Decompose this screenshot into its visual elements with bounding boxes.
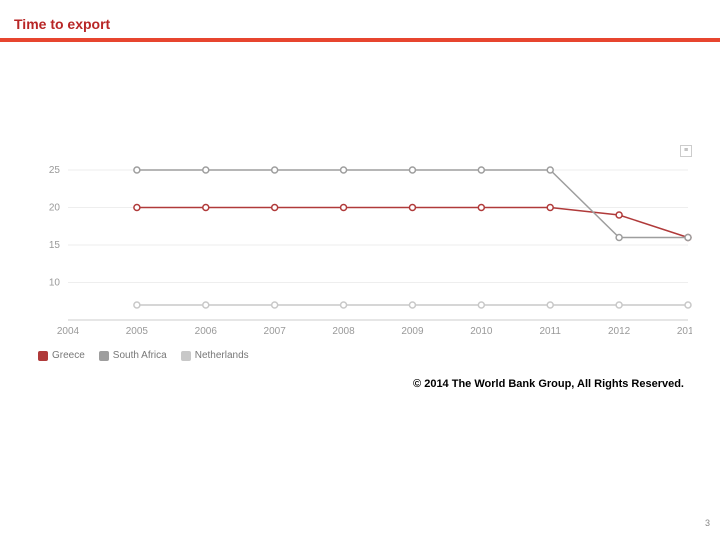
series-marker bbox=[272, 167, 278, 173]
svg-text:2005: 2005 bbox=[126, 326, 149, 337]
series-marker bbox=[272, 205, 278, 211]
series-marker bbox=[547, 167, 553, 173]
legend-item: Greece bbox=[38, 350, 85, 361]
svg-text:2004: 2004 bbox=[57, 326, 80, 337]
series-marker bbox=[616, 212, 622, 218]
legend-label: South Africa bbox=[113, 350, 167, 361]
chart-options-icon[interactable]: ≡ bbox=[680, 145, 692, 157]
legend-swatch bbox=[38, 351, 48, 361]
series-marker bbox=[134, 205, 140, 211]
svg-text:2006: 2006 bbox=[195, 326, 218, 337]
legend-label: Greece bbox=[52, 350, 85, 361]
series-marker bbox=[203, 167, 209, 173]
svg-text:2009: 2009 bbox=[401, 326, 424, 337]
series-marker bbox=[478, 205, 484, 211]
svg-text:10: 10 bbox=[49, 278, 61, 289]
svg-text:25: 25 bbox=[49, 165, 61, 176]
page-title: Time to export bbox=[14, 16, 720, 32]
copyright-text: © 2014 The World Bank Group, All Rights … bbox=[413, 378, 684, 390]
series-marker bbox=[547, 302, 553, 308]
series-marker bbox=[478, 302, 484, 308]
series-line bbox=[137, 208, 688, 238]
chart-area: ≡ 10 15 20 25 2004 2005 2006 2007 2008 2009 2010 20… bbox=[38, 145, 692, 340]
legend-item: Netherlands bbox=[181, 350, 249, 361]
series-marker bbox=[616, 302, 622, 308]
svg-text:2007: 2007 bbox=[264, 326, 287, 337]
series-marker bbox=[409, 167, 415, 173]
legend-item: South Africa bbox=[99, 350, 167, 361]
legend-swatch bbox=[99, 351, 109, 361]
header-rule bbox=[0, 38, 720, 42]
series-marker bbox=[685, 235, 691, 241]
page-number: 3 bbox=[705, 518, 710, 528]
series-marker bbox=[272, 302, 278, 308]
series-marker bbox=[341, 167, 347, 173]
line-chart: 10 15 20 25 2004 2005 2006 2007 2008 2009 2010 2011… bbox=[38, 145, 692, 340]
title-bar: Time to export bbox=[0, 0, 720, 38]
page: Time to export ≡ 10 15 20 25 2004 2005 2006 200… bbox=[0, 0, 720, 540]
series-marker bbox=[547, 205, 553, 211]
svg-text:2012: 2012 bbox=[608, 326, 631, 337]
svg-text:2011: 2011 bbox=[539, 326, 561, 337]
svg-text:2008: 2008 bbox=[332, 326, 355, 337]
legend-label: Netherlands bbox=[195, 350, 249, 361]
svg-text:15: 15 bbox=[49, 240, 61, 251]
legend: Greece South Africa Netherlands bbox=[38, 350, 249, 361]
legend-swatch bbox=[181, 351, 191, 361]
series-marker bbox=[409, 205, 415, 211]
series-marker bbox=[203, 302, 209, 308]
series-marker bbox=[478, 167, 484, 173]
series-marker bbox=[409, 302, 415, 308]
svg-text:2010: 2010 bbox=[470, 326, 493, 337]
series-marker bbox=[685, 302, 691, 308]
series-marker bbox=[616, 235, 622, 241]
series-marker bbox=[341, 205, 347, 211]
svg-text:2013: 2013 bbox=[677, 326, 692, 337]
series-marker bbox=[203, 205, 209, 211]
series-marker bbox=[341, 302, 347, 308]
series-marker bbox=[134, 302, 140, 308]
svg-text:20: 20 bbox=[49, 203, 61, 214]
series-marker bbox=[134, 167, 140, 173]
